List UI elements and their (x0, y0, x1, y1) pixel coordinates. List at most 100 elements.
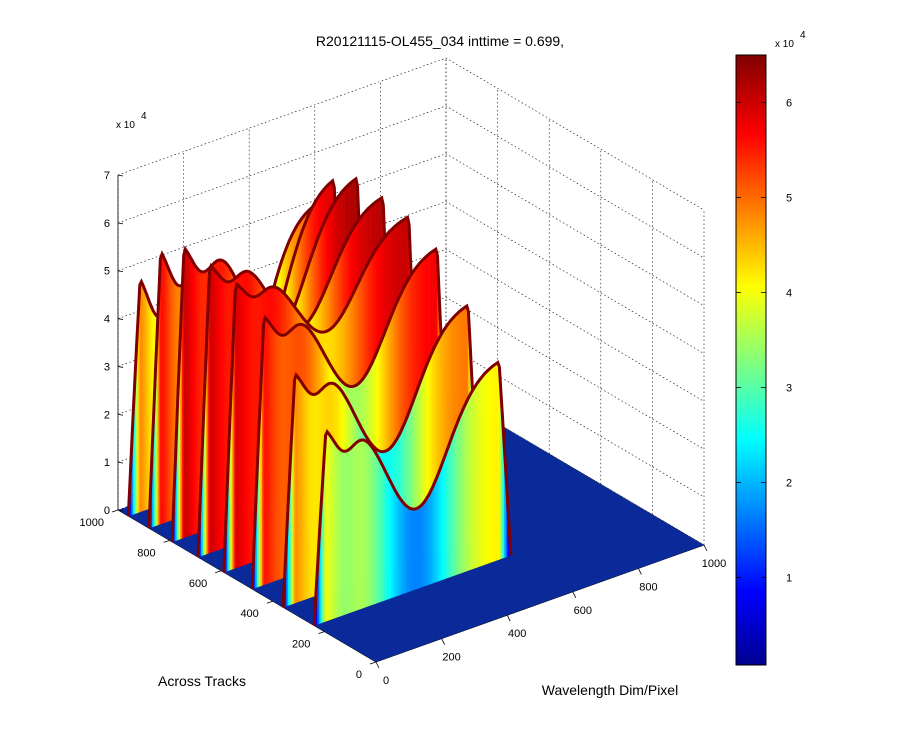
surface-patch (420, 503, 423, 588)
surface-patch (492, 364, 495, 563)
surface-patch (464, 401, 467, 572)
colorbar-tick-label: 1 (786, 573, 792, 585)
surface-patch (310, 393, 313, 598)
surface-patch (454, 424, 457, 576)
surface-patch (427, 493, 430, 586)
surface-patch (497, 362, 500, 561)
surface-patch (296, 374, 299, 603)
z-tick-mark (117, 509, 124, 512)
surface-patch (244, 291, 247, 565)
surface-patch (301, 381, 303, 602)
surface-patch (430, 488, 433, 585)
surface-patch (418, 505, 421, 589)
x-tick-mark (506, 615, 511, 622)
surface-patch (163, 257, 166, 524)
surface-patch (304, 386, 307, 600)
surface-patch (374, 450, 377, 605)
surface-patch (271, 325, 274, 583)
surface-patch (495, 362, 498, 561)
surface-patch (238, 285, 241, 568)
surface-patch (389, 479, 392, 599)
surface-ridges (126, 176, 513, 626)
surface-patch (328, 433, 331, 621)
surface-patch (436, 472, 439, 582)
surface-patch (356, 440, 359, 611)
z-tick-mark (117, 461, 124, 464)
surface-patch (331, 437, 334, 620)
z-tick-label: 2 (104, 409, 110, 421)
surface-patch (266, 319, 269, 585)
surface-patch (299, 378, 302, 602)
surface-patch (343, 451, 346, 616)
surface-patch (309, 392, 312, 599)
surface-patch (486, 369, 489, 565)
surface-patch (139, 281, 142, 513)
x-tick-mark (572, 591, 577, 598)
surface-patch (215, 271, 218, 551)
x-tick-label: 400 (508, 628, 526, 640)
z-multiplier-exp: 4 (141, 111, 147, 122)
surface-patch (330, 435, 333, 620)
surface-patch (283, 334, 286, 579)
surface-patch (166, 264, 169, 523)
surface-patch (487, 368, 490, 564)
surface-patch (243, 290, 246, 566)
y-tick-mark (163, 540, 170, 543)
surface-patch (160, 253, 163, 525)
surface-patch (194, 264, 198, 534)
surface-patch (459, 412, 462, 574)
x-tick-label: 1000 (702, 558, 726, 570)
surface-patch (196, 267, 199, 534)
z-tick-mark (117, 413, 124, 416)
colorbar-ticks: 1 2 3 4 5 6 (736, 98, 792, 585)
surface-patch (476, 381, 479, 568)
x-tick-label: 600 (574, 605, 592, 617)
x-tick-label: 200 (442, 652, 460, 664)
ridge-7 (312, 360, 513, 626)
surface-patch (387, 476, 390, 600)
surface-patch (209, 265, 212, 554)
surface-patch (376, 453, 379, 604)
surface-patch (471, 388, 474, 570)
surface-patch (235, 284, 238, 569)
surface-patch (482, 373, 485, 566)
surface-patch (392, 485, 395, 598)
surface-patch (458, 416, 461, 575)
surface-patch (273, 327, 276, 582)
surface-patch (461, 408, 464, 574)
surface-patch (338, 447, 341, 617)
y-tick-mark (111, 509, 119, 513)
surface-patch (142, 285, 145, 512)
surface-patch (144, 289, 147, 511)
x-tick-mark (375, 661, 380, 669)
surface-patch (335, 442, 338, 619)
y-tick-label: 200 (292, 639, 310, 651)
surface-patch (327, 431, 329, 622)
surface-patch (410, 508, 413, 592)
surface-patch (183, 249, 186, 539)
surface-patch (314, 393, 317, 597)
surface-patch (448, 441, 451, 578)
surface-patch (402, 501, 405, 595)
surface-patch (451, 432, 454, 577)
surface-patch (146, 293, 149, 510)
surface-patch (270, 323, 272, 583)
surface-patch (147, 298, 150, 510)
surface-patch (307, 390, 310, 599)
y-tick-mark (215, 570, 222, 574)
surface-patch (274, 329, 277, 582)
surface-patch (219, 275, 222, 550)
surface-patch (456, 420, 459, 575)
z-tick-label: 7 (104, 170, 110, 182)
surface-patch (345, 450, 348, 615)
surface-patch (294, 375, 297, 604)
surface-patch (423, 499, 426, 587)
surface-patch (165, 260, 168, 523)
surface-patch (212, 267, 215, 553)
x-tick-label: 0 (383, 675, 389, 687)
z-multiplier: x 10 (116, 120, 135, 131)
surface-patch (297, 376, 300, 603)
grid-line (117, 105, 705, 259)
surface-patch (412, 508, 415, 591)
surface-patch (407, 506, 410, 593)
